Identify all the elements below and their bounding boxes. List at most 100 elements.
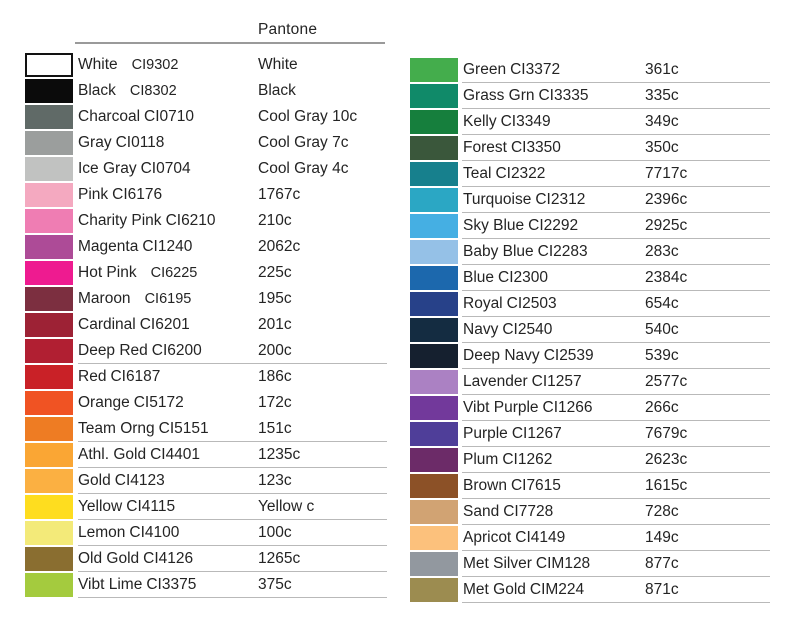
pantone-value: 375c [258,576,292,593]
row-divider [462,238,770,239]
row-divider [462,316,770,317]
color-name: Black [78,82,116,99]
pantone-value: 186c [258,368,292,385]
color-row-teal: Teal CI2322 7717c [410,161,771,187]
color-label: Grass Grn CI3335 [463,83,588,109]
color-swatch [25,131,73,155]
color-row-sand: Sand CI7728 728c [410,499,771,525]
color-row-navy: Navy CI2540 540c [410,317,771,343]
color-name: Athl. Gold [78,446,147,463]
color-swatch [25,53,73,77]
color-code: CI4115 [126,498,176,515]
color-row-gold: Gold CI4123 123c [25,468,387,494]
color-row-hot-pink: Hot Pink CI6225 225c [25,260,387,286]
color-name: Purple [463,425,508,442]
color-name: Turquoise [463,191,532,208]
color-code: CI4123 [114,472,165,489]
row-divider [78,597,387,598]
color-swatch [410,188,458,212]
color-label: White CI9302 [78,52,178,78]
color-swatch [410,214,458,238]
color-name: Hot Pink [78,264,137,281]
color-name: Lavender [463,373,528,390]
color-row-baby-blue: Baby Blue CI2283 283c [410,239,771,265]
color-code: CI2322 [495,165,546,182]
color-label: Charcoal CI0710 [78,104,194,130]
row-divider [462,524,770,525]
color-label: Black CI8302 [78,78,177,104]
color-code: CI5172 [133,394,184,411]
color-label: Lemon CI4100 [78,520,179,546]
pantone-value: 7717c [645,165,688,182]
color-row-brown: Brown CI7615 1615c [410,473,771,499]
pantone-value: Cool Gray 4c [258,160,349,177]
row-divider [462,212,770,213]
color-swatch [25,209,73,233]
color-label: Met Gold CIM224 [463,577,584,603]
pantone-value: 654c [645,295,679,312]
color-row-vibt-lime: Vibt Lime CI3375 375c [25,572,387,598]
color-code: CI2540 [502,321,553,338]
pantone-column-header: Pantone [258,21,318,38]
pantone-value: 350c [645,139,679,156]
color-row-turquoise: Turquoise CI2312 2396c [410,187,771,213]
color-label: Team Orng CI5151 [78,416,209,442]
color-label: Magenta CI1240 [78,234,192,260]
color-label: Teal CI2322 [463,161,545,187]
color-name: Vibt Purple [463,399,539,416]
row-divider [462,472,770,473]
row-divider [462,550,770,551]
row-divider [462,342,770,343]
color-label: Gray CI0118 [78,130,164,156]
color-row-white: White CI9302 White [25,52,387,78]
color-code: CI6195 [144,291,192,307]
color-row-forest: Forest CI3350 350c [410,135,771,161]
row-divider [462,264,770,265]
row-divider [462,290,770,291]
pantone-value: 2925c [645,217,688,234]
color-code: CI6187 [110,368,161,385]
color-label: Yellow CI4115 [78,494,175,520]
row-divider [462,134,770,135]
color-name: Forest [463,139,507,156]
color-label: Sky Blue CI2292 [463,213,578,239]
pantone-value: 266c [645,399,679,416]
color-name: Team Orng [78,420,155,437]
color-swatch [25,261,73,285]
pantone-value: 195c [258,290,292,307]
color-code: CI3372 [510,61,561,78]
color-name: Gold [78,472,111,489]
row-divider [78,441,387,442]
color-code: CI1240 [142,238,193,255]
pantone-value: 1265c [258,550,301,567]
row-divider [462,602,770,603]
color-name: Plum [463,451,499,468]
pantone-value: 877c [645,555,679,572]
color-swatch [410,318,458,342]
color-label: Baby Blue CI2283 [463,239,588,265]
color-swatch [410,136,458,160]
color-swatch [25,313,73,337]
color-row-lemon: Lemon CI4100 100c [25,520,387,546]
color-code: CI1257 [531,373,582,390]
color-code: CI6210 [165,212,216,229]
color-row-plum: Plum CI1262 2623c [410,447,771,473]
pantone-value: Cool Gray 10c [258,108,358,125]
color-label: Forest CI3350 [463,135,561,161]
color-name: Met Gold [463,581,526,598]
color-label: Royal CI2503 [463,291,557,317]
color-swatch [410,500,458,524]
color-name: Charity Pink [78,212,162,229]
color-name: Vibt Lime [78,576,143,593]
color-name: Deep Navy [463,347,540,364]
color-swatch [25,157,73,181]
pantone-value: 871c [645,581,679,598]
header-divider [75,42,385,44]
color-swatch [25,573,73,597]
color-row-yellow: Yellow CI4115 Yellow c [25,494,387,520]
pantone-value: 149c [645,529,679,546]
color-swatch [25,287,73,311]
color-label: Vibt Purple CI1266 [463,395,593,421]
color-row-purple: Purple CI1267 7679c [410,421,771,447]
color-list-left: White CI9302 White Black CI8302 Black Char… [25,52,387,598]
